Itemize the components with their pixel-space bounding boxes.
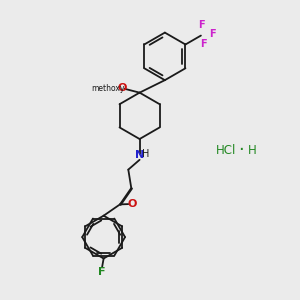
Text: O: O bbox=[127, 199, 136, 209]
Text: F: F bbox=[198, 20, 205, 30]
Text: methoxy: methoxy bbox=[92, 84, 125, 93]
Text: N: N bbox=[135, 150, 144, 160]
Text: ·: · bbox=[238, 141, 244, 159]
Text: O: O bbox=[117, 83, 127, 94]
Text: H: H bbox=[248, 143, 257, 157]
Text: HCl: HCl bbox=[216, 143, 236, 157]
Text: F: F bbox=[201, 40, 207, 50]
Text: F: F bbox=[98, 267, 105, 277]
Text: F: F bbox=[209, 29, 216, 39]
Text: H: H bbox=[142, 149, 150, 160]
